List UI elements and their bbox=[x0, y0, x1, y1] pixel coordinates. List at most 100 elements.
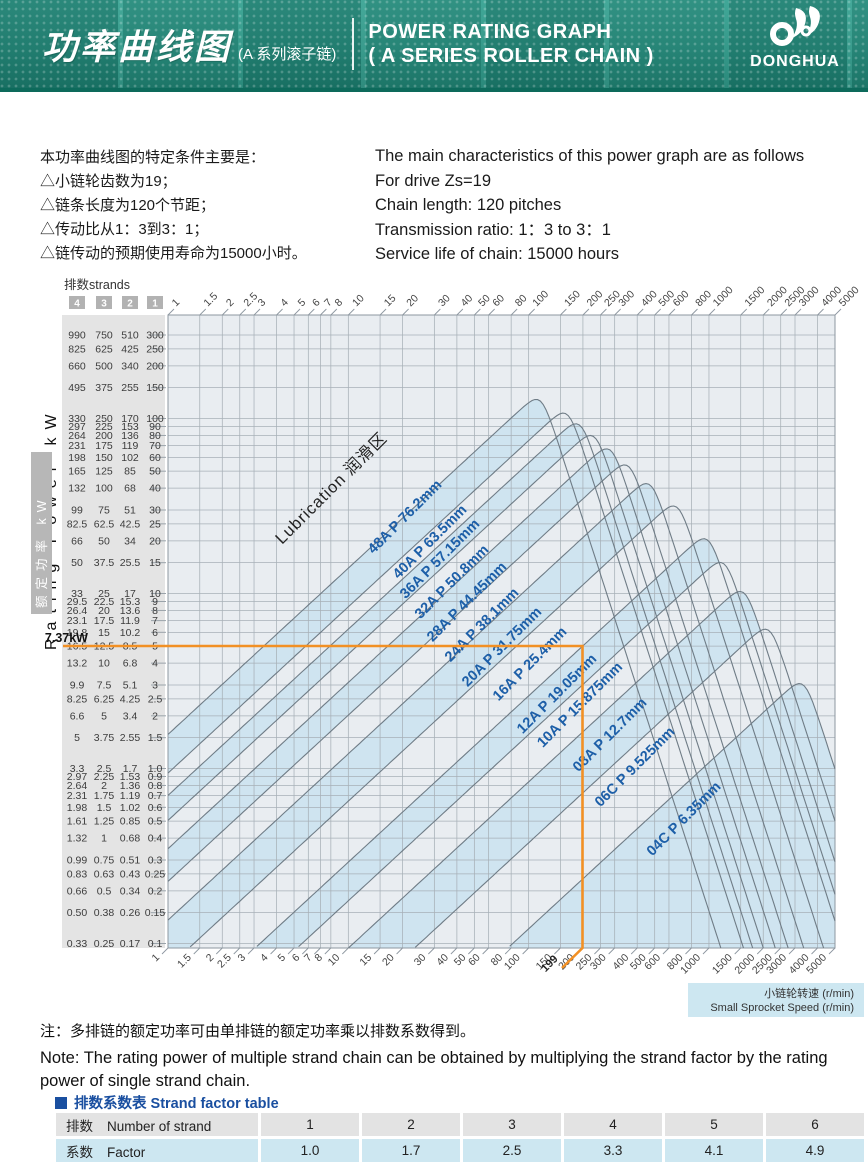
y-value: 0.7 bbox=[148, 790, 163, 802]
y-value: 1.0 bbox=[148, 763, 163, 775]
strand-factor-table-title: 排数系数表 Strand factor table bbox=[55, 1092, 279, 1113]
x-tick-top bbox=[794, 308, 802, 316]
y-value: 1.75 bbox=[94, 790, 115, 802]
brand-logo: DONGHUA bbox=[740, 6, 850, 71]
x-tick-label-top: 4 bbox=[278, 296, 291, 309]
row1-label-en: Number of strand bbox=[107, 1118, 212, 1134]
strand-count: 3 bbox=[463, 1113, 561, 1136]
x-tick-label-top: 30 bbox=[436, 292, 453, 309]
y-value: 0.2 bbox=[148, 885, 163, 897]
y-value: 0.5 bbox=[148, 816, 163, 828]
y-value: 6.8 bbox=[123, 658, 138, 670]
x-tick-label-top: 800 bbox=[693, 288, 714, 309]
y-value: 4.25 bbox=[120, 693, 141, 705]
x-tick-bottom bbox=[301, 947, 309, 955]
reference-line-7.37kW-199rpm bbox=[63, 644, 584, 969]
y-value: 0.26 bbox=[120, 907, 141, 919]
x-tick-top bbox=[780, 308, 788, 316]
x-tick-label-top: 15 bbox=[382, 292, 399, 309]
x-tick-bottom bbox=[342, 947, 349, 955]
y-value: 5.1 bbox=[123, 679, 138, 691]
y-value: 200 bbox=[95, 430, 113, 442]
x-tick-bottom bbox=[247, 947, 255, 955]
intro-en-line: The main characteristics of this power g… bbox=[375, 147, 805, 165]
y-value: 0.85 bbox=[120, 816, 141, 828]
y-value: 136 bbox=[121, 430, 139, 442]
x-tick-top bbox=[276, 308, 283, 316]
strand-number-box bbox=[147, 296, 163, 309]
band-fill-32A-36A bbox=[168, 423, 835, 948]
x-tick-bottom bbox=[270, 947, 277, 955]
y-value: 80 bbox=[149, 430, 161, 442]
x-tick-bottom bbox=[702, 947, 710, 955]
y-value: 90 bbox=[149, 421, 161, 433]
x-tick-top bbox=[654, 308, 661, 316]
y-value: 70 bbox=[149, 440, 161, 452]
x-tick-label-top: 10 bbox=[350, 292, 367, 309]
y-value: 102 bbox=[121, 452, 139, 464]
y-value: 0.51 bbox=[120, 854, 141, 866]
y-value: 23.1 bbox=[67, 615, 88, 627]
x-tick-label-bottom: 1 bbox=[150, 952, 163, 965]
strand-count: 1 bbox=[261, 1113, 359, 1136]
y-value: 10 bbox=[98, 658, 110, 670]
x-tick-bottom bbox=[630, 947, 638, 955]
x-tick-bottom bbox=[215, 947, 223, 955]
y-value: 25 bbox=[149, 518, 161, 530]
x-tick-label-top: 3 bbox=[256, 296, 269, 309]
y-value: 330 bbox=[68, 413, 86, 425]
x-tick-label-bottom: 100 bbox=[502, 952, 523, 973]
y-value: 2 bbox=[101, 780, 107, 792]
power-annotation: 7.37kW bbox=[45, 631, 88, 645]
power-curve-16A bbox=[189, 505, 825, 949]
y-value: 17 bbox=[124, 588, 136, 600]
x-tick-top bbox=[379, 308, 387, 316]
intro-cn-line: 本功率曲线图的特定条件主要是： bbox=[40, 149, 266, 166]
y-value: 119 bbox=[122, 440, 139, 452]
x-tick-top bbox=[528, 308, 535, 316]
y-value: 51 bbox=[124, 504, 136, 516]
y-value: 0.25 bbox=[94, 938, 115, 950]
y-axis-title-cn: 额定功率 kW bbox=[34, 494, 49, 608]
y-value: 7 bbox=[152, 615, 158, 627]
y-value: 20 bbox=[98, 605, 110, 617]
y-value: 5 bbox=[101, 710, 107, 722]
strand-factor-table: 排数 Number of strand 1 2 3 4 5 6 系数 Factor … bbox=[53, 1110, 867, 1164]
x-tick-label-bottom: 2.5 bbox=[215, 952, 234, 971]
x-tick-label-top: 40 bbox=[459, 292, 476, 309]
x-tick-bottom bbox=[428, 947, 435, 955]
x-tick-label-top: 80 bbox=[513, 292, 530, 309]
y-value: 6 bbox=[152, 627, 158, 639]
x-tick-bottom bbox=[554, 947, 561, 955]
y-value: 0.75 bbox=[94, 854, 115, 866]
x-tick-label-top: 6 bbox=[310, 296, 323, 309]
y-value: 0.4 bbox=[148, 833, 163, 845]
y-value: 20 bbox=[149, 535, 161, 547]
header-title-cn: 功率曲线图 (A 系列滚子链) bbox=[42, 19, 336, 70]
x-tick-label-bottom: 300 bbox=[588, 952, 609, 973]
x-tick-bottom bbox=[662, 947, 670, 955]
page-header: 功率曲线图 (A 系列滚子链) POWER RATING GRAPH ( A S… bbox=[0, 0, 868, 92]
x-tick-top bbox=[582, 308, 590, 316]
y-value: 625 bbox=[95, 343, 113, 355]
x-tick-label-bottom: 1000 bbox=[678, 952, 703, 977]
strand-count: 4 bbox=[564, 1113, 662, 1136]
x-tick-top bbox=[636, 308, 644, 316]
x-tick-label-top: 1500 bbox=[742, 284, 767, 309]
y-value: 10 bbox=[149, 588, 161, 600]
x-tick-label-top: 1 bbox=[170, 296, 183, 309]
x-tick-top bbox=[307, 308, 315, 316]
y-value: 1.5 bbox=[97, 802, 112, 814]
x-tick-label-top: 600 bbox=[671, 288, 692, 309]
x-tick-label-top: 5000 bbox=[837, 284, 862, 309]
x-tick-label-bottom: 20 bbox=[380, 952, 397, 969]
y-value: 13.2 bbox=[67, 658, 88, 670]
x-tick-label-bottom: 7 bbox=[302, 952, 315, 965]
y-value: 3.75 bbox=[94, 732, 115, 744]
power-curve-10A bbox=[298, 561, 836, 948]
y-value: 2.5 bbox=[148, 693, 163, 705]
x-tick-bottom bbox=[324, 947, 332, 955]
y-value: 1.25 bbox=[94, 816, 115, 828]
y-value: 0.68 bbox=[120, 833, 141, 845]
y-value: 175 bbox=[95, 440, 113, 452]
